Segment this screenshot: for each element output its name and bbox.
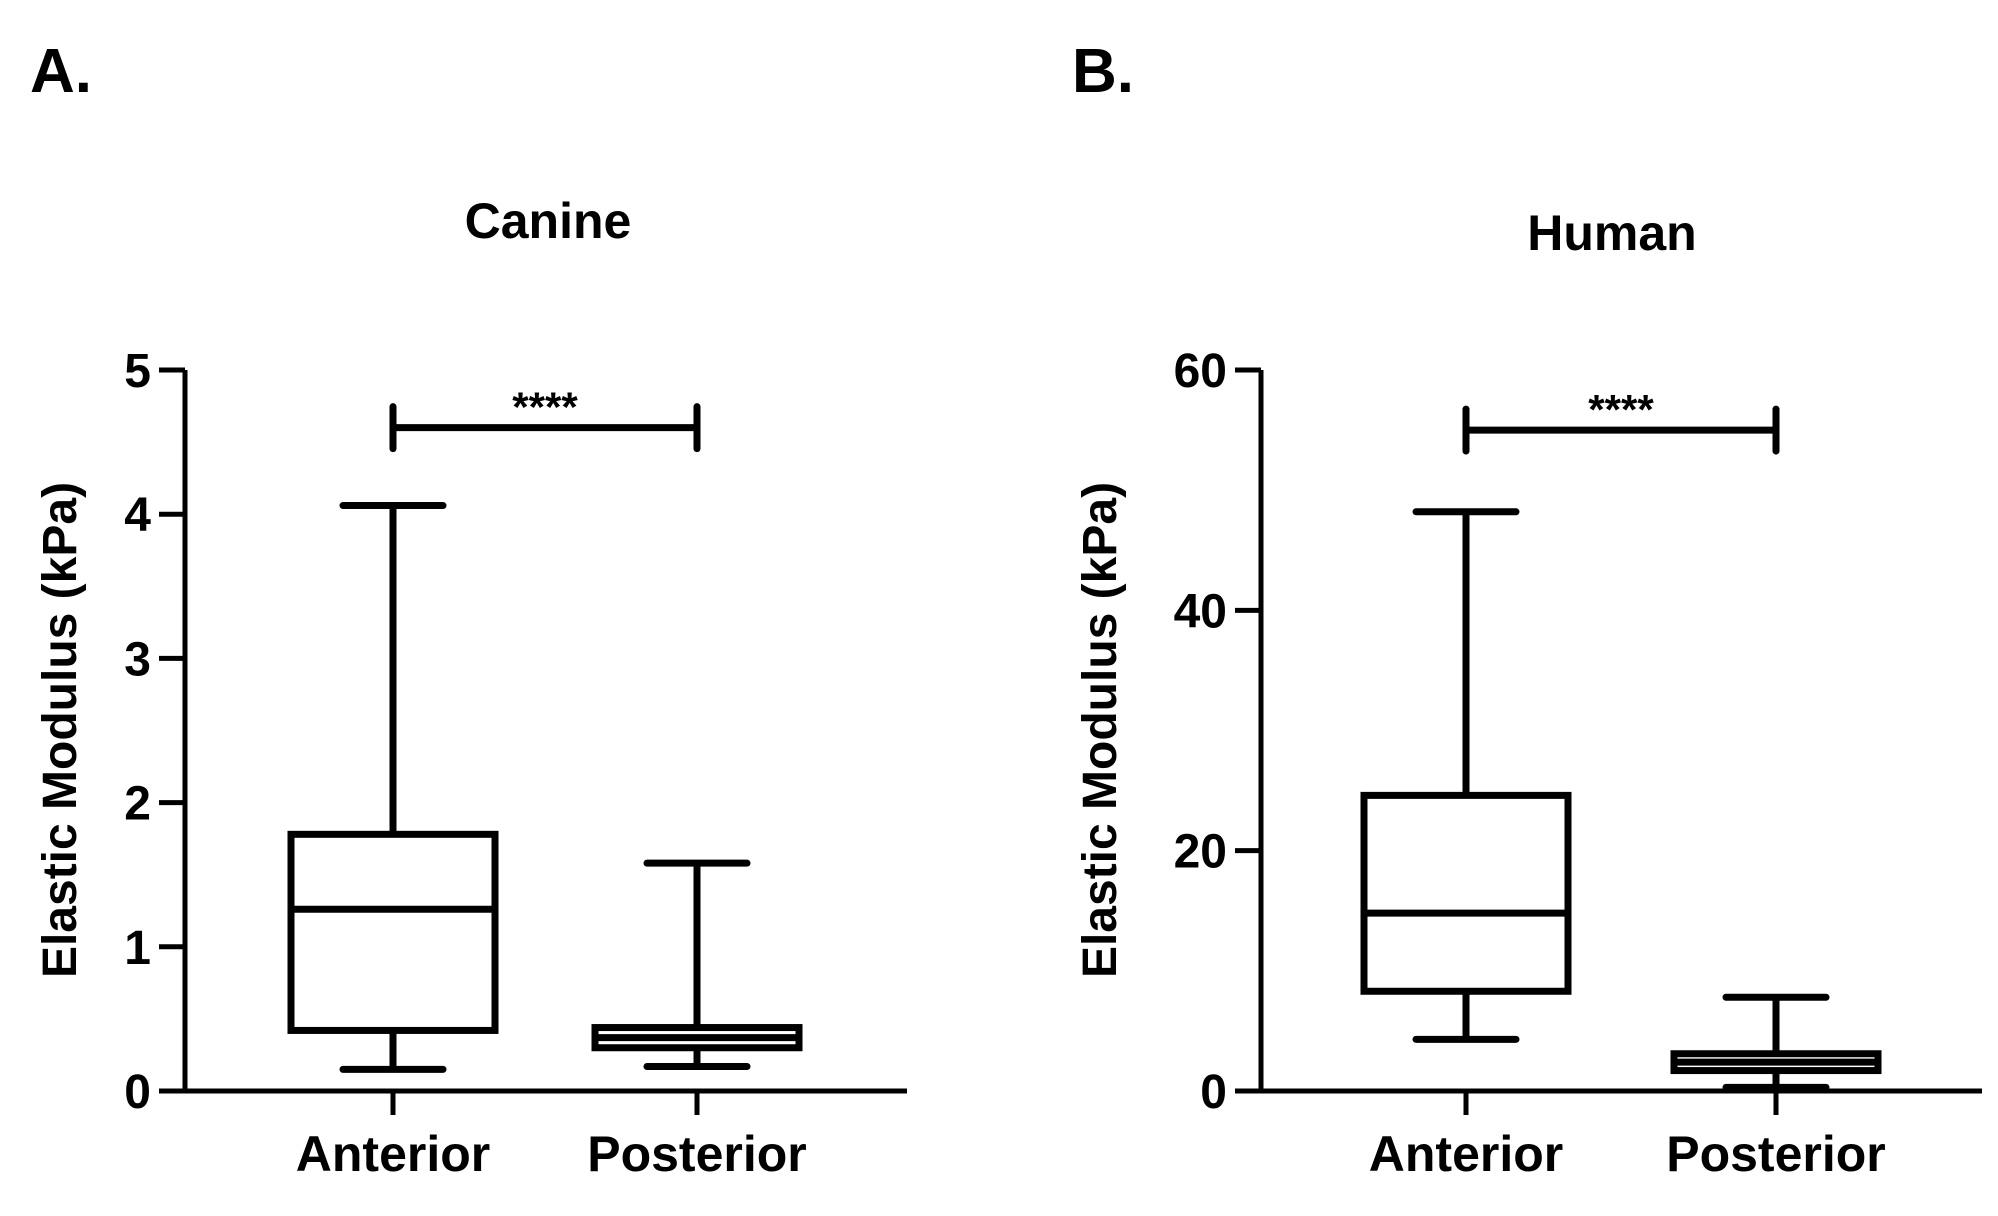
iqr-box [287, 830, 499, 1034]
y-tick-label: 2 [124, 778, 151, 831]
category-label-posterior: Posterior [1666, 1126, 1886, 1182]
y-axis-label-human: Elastic Modulus (kPa) [1074, 482, 1127, 978]
box-posterior-canine [591, 859, 803, 1070]
panel-letter-b: B. [1072, 37, 1134, 106]
y-tick-label: 0 [124, 1066, 151, 1119]
y-ticks-canine: 0 1 2 3 4 5 [124, 345, 185, 1119]
y-tick-label: 40 [1174, 585, 1227, 638]
y-tick-label: 0 [1200, 1066, 1227, 1119]
box-posterior-human [1670, 993, 1882, 1091]
panel-canine: A. Canine Elastic Modulus (kPa) 0 1 2 3 4 5 *… [30, 37, 907, 1182]
category-label-anterior: Anterior [296, 1126, 490, 1182]
significance-label: **** [1588, 386, 1654, 433]
y-tick-label: 1 [124, 922, 151, 975]
box-anterior-canine [287, 502, 499, 1073]
y-tick-label: 3 [124, 633, 151, 686]
box-anterior-human [1360, 508, 1572, 1043]
y-ticks-human: 0 20 40 60 [1174, 345, 1261, 1119]
y-tick-label: 5 [124, 345, 151, 398]
significance-bracket-canine: **** [389, 384, 701, 453]
y-tick-label: 60 [1174, 345, 1227, 398]
category-label-posterior: Posterior [587, 1126, 807, 1182]
chart-title-human: Human [1527, 205, 1696, 261]
y-tick-label: 4 [124, 489, 151, 542]
category-labels-canine: Anterior Posterior [296, 1091, 807, 1182]
category-label-anterior: Anterior [1369, 1126, 1563, 1182]
category-labels-human: Anterior Posterior [1369, 1091, 1886, 1182]
significance-bracket-human: **** [1462, 386, 1780, 455]
boxes-canine [287, 502, 803, 1073]
significance-label: **** [512, 384, 578, 431]
chart-title-canine: Canine [465, 193, 632, 249]
y-axis-label-canine: Elastic Modulus (kPa) [34, 482, 87, 978]
panel-human: B. Human Elastic Modulus (kPa) 0 20 40 60 *… [1072, 37, 1982, 1182]
panel-letter-a: A. [30, 37, 92, 106]
iqr-box [1360, 791, 1572, 995]
boxes-human [1360, 508, 1882, 1091]
y-tick-label: 20 [1174, 826, 1227, 879]
